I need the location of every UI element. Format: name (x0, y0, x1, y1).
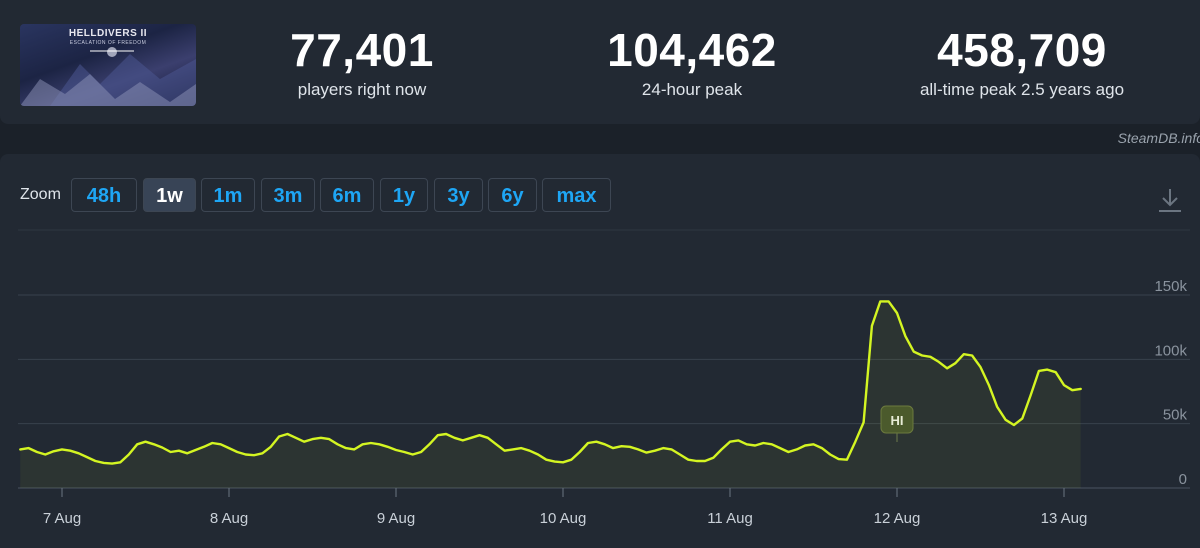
x-tick-label: 10 Aug (540, 510, 587, 527)
x-tick-label: 12 Aug (874, 510, 921, 527)
zoom-48h-button[interactable]: 48h (71, 178, 137, 212)
x-tick-label: 11 Aug (707, 510, 753, 527)
y-tick-label: 150k (1154, 278, 1187, 295)
peak-24h-label: 24-hour peak (641, 80, 743, 99)
annotation-flag (880, 405, 914, 434)
alltime-peak-label: all-time peak 2.5 years ago (919, 80, 1125, 99)
x-tick-label: 9 Aug (377, 510, 415, 527)
zoom-max-button[interactable]: max (542, 178, 611, 212)
game-thumbnail[interactable]: HELLDIVERS II ESCALATION OF FREEDOM (20, 24, 196, 106)
zoom-3m-button[interactable]: 3m (261, 178, 315, 212)
zoom-6m-button[interactable]: 6m (320, 178, 374, 212)
stat-players-now: 77,401 players right now (262, 22, 462, 100)
series-line (19, 300, 1082, 465)
chart-panel (0, 154, 1200, 548)
players-now-value: 77,401 (290, 24, 434, 76)
zoom-1m-button[interactable]: 1m (201, 178, 255, 212)
zoom-1y-button[interactable]: 1y (380, 178, 428, 212)
zoom-6y-button[interactable]: 6y (488, 178, 537, 212)
peak-24h-value: 104,462 (607, 24, 777, 76)
x-tick-label: 8 Aug (210, 510, 248, 527)
game-subtitle: ESCALATION OF FREEDOM (69, 40, 147, 46)
steamdb-credit[interactable]: SteamDB.info (1117, 130, 1200, 146)
zoom-1w-button[interactable]: 1w (143, 178, 196, 212)
stats-panel: HELLDIVERS II ESCALATION OF FREEDOM 77,4… (0, 0, 1200, 124)
stat-24h-peak: 104,462 24-hour peak (592, 22, 792, 100)
annotation-label: HI (891, 413, 904, 428)
series-area (20, 301, 1081, 488)
x-tick-label: 7 Aug (43, 510, 81, 527)
stat-alltime-peak: 458,709 all-time peak 2.5 years ago (890, 22, 1154, 100)
game-artwork (20, 47, 196, 106)
players-now-label: players right now (297, 80, 427, 99)
download-icon[interactable] (1156, 186, 1184, 214)
zoom-3y-button[interactable]: 3y (434, 178, 483, 212)
alltime-peak-value: 458,709 (937, 24, 1107, 76)
y-tick-label: 50k (1163, 407, 1188, 424)
x-tick-label: 13 Aug (1041, 510, 1088, 527)
game-title: HELLDIVERS II (68, 28, 148, 39)
zoom-label: Zoom (20, 186, 61, 203)
y-tick-label: 0 (1179, 471, 1187, 488)
y-tick-label: 100k (1154, 342, 1187, 359)
